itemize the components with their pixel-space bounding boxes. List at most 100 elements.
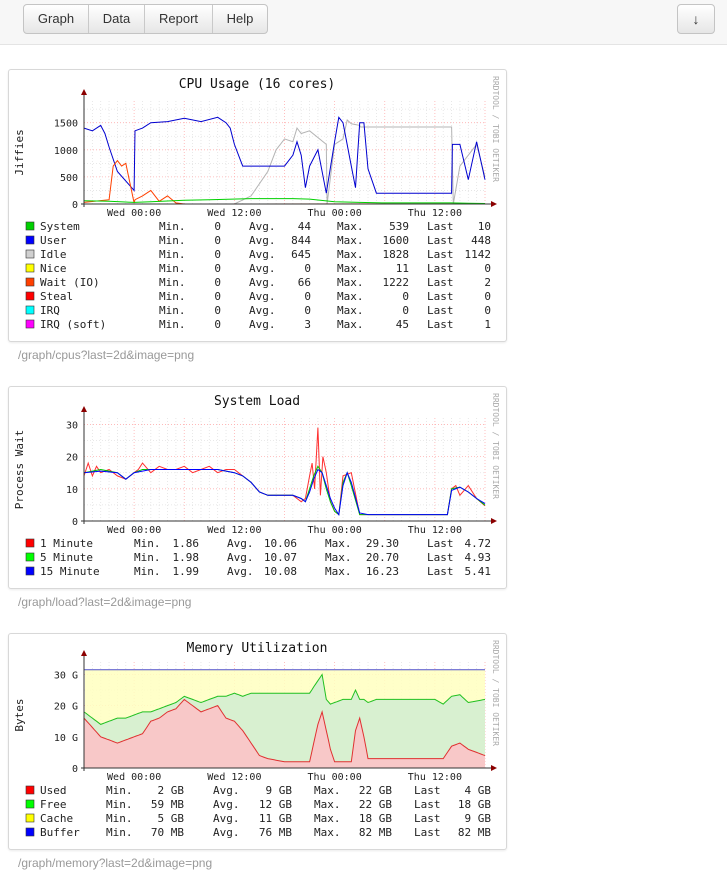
legend-max-label: Max. <box>337 248 364 261</box>
legend-avg-label: Avg. <box>249 248 276 261</box>
legend-max-label: Max. <box>325 565 352 578</box>
legend-max-label: Max. <box>325 537 352 550</box>
y-tick-label: 0 <box>72 517 78 528</box>
legend-avg-value: 844 <box>291 234 311 247</box>
legend-avg-value: 12 GB <box>259 798 292 811</box>
legend-max-label: Max. <box>325 551 352 564</box>
graph-title: CPU Usage (16 cores) <box>179 77 336 92</box>
used-area <box>84 699 485 768</box>
y-tick-label: 30 <box>66 420 78 431</box>
legend-min-label: Min. <box>159 318 186 331</box>
legend-avg-label: Avg. <box>249 276 276 289</box>
legend-last-label: Last <box>414 826 441 839</box>
legend-min-label: Min. <box>134 537 161 550</box>
legend-name: User <box>40 234 67 247</box>
legend-last-label: Last <box>427 262 454 275</box>
legend-min-value: 1.99 <box>173 565 200 578</box>
legend-max-label: Max. <box>314 798 341 811</box>
legend-max-label: Max. <box>337 262 364 275</box>
legend-last-label: Last <box>427 276 454 289</box>
cpu-usage-graph[interactable]: CPU Usage (16 cores) RRDTOOL / TOBI OETIK… <box>8 69 507 342</box>
help-button[interactable]: Help <box>226 11 254 26</box>
legend-max-value: 16.23 <box>366 565 399 578</box>
legend-last-value: 0 <box>484 262 491 275</box>
legend-last-label: Last <box>414 798 441 811</box>
legend-avg-label: Avg. <box>213 826 240 839</box>
graph-canvas: Memory Utilization RRDTOOL / TOBI OETIKER… <box>13 640 500 839</box>
x-tick-label: Thu 12:00 <box>408 772 462 783</box>
legend-last-value: 82 MB <box>458 826 491 839</box>
legend-min-label: Min. <box>159 304 186 317</box>
legend-min-label: Min. <box>134 565 161 578</box>
legend-avg-value: 11 GB <box>259 812 292 825</box>
legend-name: IRQ (soft) <box>40 318 106 331</box>
legend-last-label: Last <box>427 551 454 564</box>
legend-name: 15 Minute <box>40 565 100 578</box>
legend-name: Nice <box>40 262 67 275</box>
load-graph-url[interactable]: /graph/load?last=2d&image=png <box>18 595 192 609</box>
cpu-graph-url[interactable]: /graph/cpus?last=2d&image=png <box>18 348 195 362</box>
legend-max-value: 18 GB <box>359 812 392 825</box>
legend-last-value: 10 <box>478 220 491 233</box>
series-15-minute-line <box>83 468 486 516</box>
free-area <box>84 674 485 762</box>
legend-avg-value: 645 <box>291 248 311 261</box>
legend-swatch <box>25 263 35 273</box>
graph-button[interactable]: Graph <box>24 5 89 33</box>
legend-min-value: 0 <box>214 304 221 317</box>
rrdtool-watermark: RRDTOOL / TOBI OETIKER <box>491 640 500 746</box>
download-button[interactable]: ↓ <box>677 4 715 34</box>
legend-avg-value: 44 <box>298 220 312 233</box>
legend-swatch <box>25 827 35 837</box>
legend-avg-label: Avg. <box>213 798 240 811</box>
y-tick-label: 10 G <box>54 733 78 744</box>
legend-max-label: Max. <box>314 784 341 797</box>
legend-last-label: Last <box>427 304 454 317</box>
legend-max-label: Max. <box>314 812 341 825</box>
rrdtool-watermark: RRDTOOL / TOBI OETIKER <box>491 76 500 182</box>
legend-avg-label: Avg. <box>227 537 254 550</box>
legend-min-value: 1.98 <box>173 551 200 564</box>
legend-swatch <box>25 319 35 329</box>
legend-max-label: Max. <box>337 234 364 247</box>
memory-graph-url[interactable]: /graph/memory?last=2d&image=png <box>18 856 213 870</box>
legend-min-label: Min. <box>159 290 186 303</box>
legend-min-label: Min. <box>106 826 133 839</box>
free-line <box>83 673 486 725</box>
legend-min-value: 59 MB <box>151 798 184 811</box>
used-line <box>83 698 486 763</box>
y-axis-label: Bytes <box>13 698 26 731</box>
legend-last-value: 18 GB <box>458 798 491 811</box>
legend-min-value: 2 GB <box>158 784 185 797</box>
legend-max-value: 82 MB <box>359 826 392 839</box>
legend-last-label: Last <box>427 565 454 578</box>
report-button[interactable]: Report <box>145 5 213 33</box>
legend-last-value: 4.72 <box>465 537 492 550</box>
y-tick-label: 500 <box>60 173 78 184</box>
legend-last-label: Last <box>427 234 454 247</box>
legend-avg-label: Avg. <box>249 262 276 275</box>
memory-utilization-graph[interactable]: Memory Utilization RRDTOOL / TOBI OETIKER… <box>8 633 507 850</box>
legend-max-value: 29.30 <box>366 537 399 550</box>
x-tick-label: Wed 12:00 <box>207 525 261 536</box>
legend-avg-label: Avg. <box>213 784 240 797</box>
legend-last-value: 4 GB <box>465 784 492 797</box>
data-button[interactable]: Data <box>89 5 145 33</box>
legend-name: System <box>40 220 80 233</box>
legend-min-value: 0 <box>214 318 221 331</box>
y-tick-label: 1000 <box>54 146 78 157</box>
legend-min-value: 70 MB <box>151 826 184 839</box>
legend-name: Used <box>40 784 67 797</box>
legend-swatch <box>25 291 35 301</box>
legend-name: Steal <box>40 290 73 303</box>
x-tick-label: Wed 00:00 <box>107 525 161 536</box>
legend-max-value: 22 GB <box>359 784 392 797</box>
graph-canvas: System Load RRDTOOL / TOBI OETIKER Process… <box>13 393 500 578</box>
system-load-graph[interactable]: System Load RRDTOOL / TOBI OETIKER Process… <box>8 386 507 589</box>
x-tick-label: Thu 00:00 <box>308 208 362 219</box>
x-tick-label: Wed 12:00 <box>207 208 261 219</box>
legend-last-label: Last <box>427 537 454 550</box>
legend-min-value: 0 <box>214 220 221 233</box>
legend-last-value: 0 <box>484 290 491 303</box>
y-axis-arrow-icon <box>81 89 87 95</box>
